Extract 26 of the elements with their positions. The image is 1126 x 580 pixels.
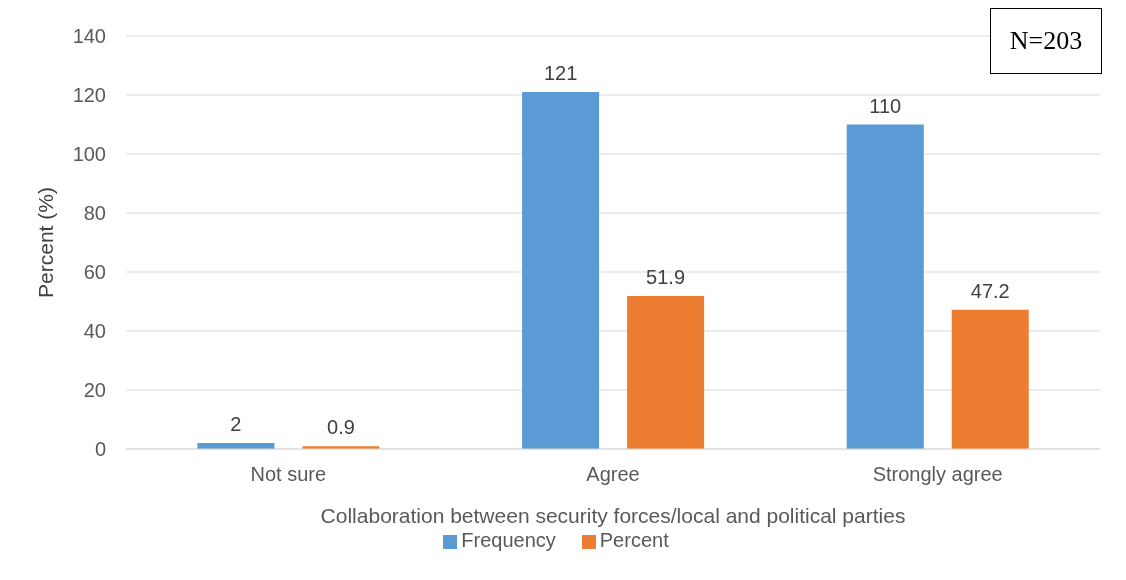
data-label: 2	[230, 413, 242, 436]
y-tick-label: 140	[72, 25, 106, 48]
data-label: 110	[869, 94, 902, 117]
data-label: 0.9	[327, 416, 355, 439]
legend-label: Percent	[599, 529, 669, 551]
bar	[951, 309, 1029, 449]
bar	[522, 92, 600, 449]
y-tick-label: 40	[83, 320, 106, 343]
y-tick-label: 60	[83, 261, 106, 284]
data-label: 121	[543, 62, 578, 85]
y-tick-label: 80	[83, 202, 106, 225]
y-tick-label: 0	[94, 438, 106, 461]
x-tick-label: Agree	[586, 463, 640, 486]
data-label: 47.2	[970, 279, 1010, 302]
bar	[627, 295, 705, 449]
bar	[846, 124, 924, 449]
data-label: 51.9	[646, 265, 686, 288]
y-tick-label: 20	[83, 379, 106, 402]
x-tick-label: Not sure	[250, 463, 327, 486]
y-tick-label: 100	[72, 143, 106, 166]
x-axis-title: Collaboration between security forces/local and political parties	[320, 504, 906, 527]
x-tick-label: Strongly agree	[872, 463, 1003, 486]
y-axis-title: Percent (%)	[34, 187, 58, 298]
annotation: N=203	[990, 8, 1102, 74]
legend-label: Frequency	[461, 529, 556, 551]
y-tick-label: 120	[72, 84, 106, 107]
